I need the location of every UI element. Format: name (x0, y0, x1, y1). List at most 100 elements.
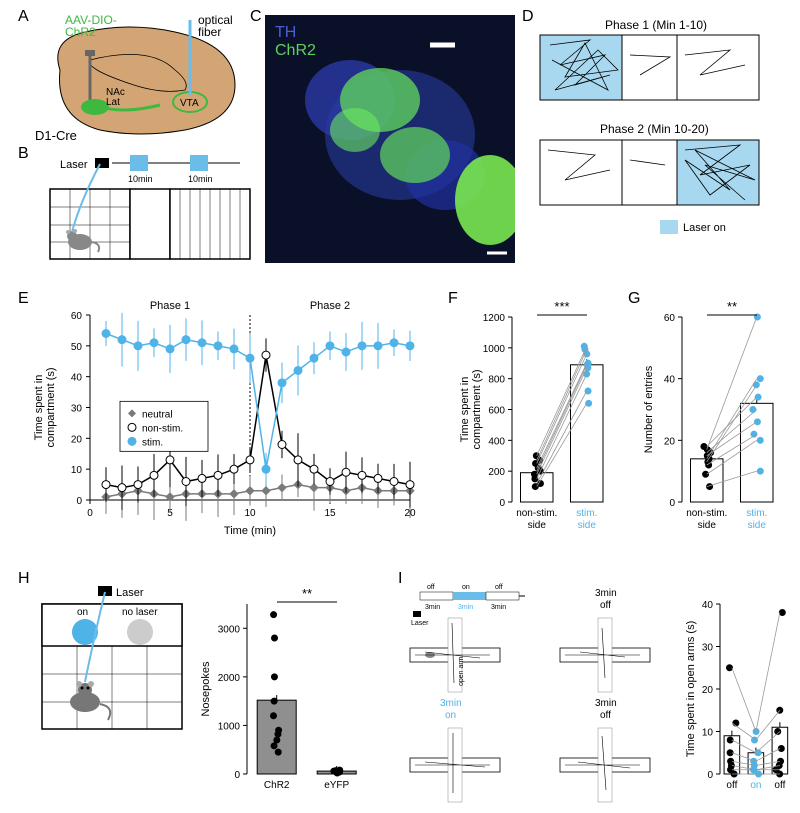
panel-h-diagram: Laser on no laser (30, 582, 190, 807)
svg-text:10min: 10min (188, 174, 213, 184)
svg-text:Laser: Laser (60, 159, 88, 171)
svg-text:off: off (600, 600, 611, 611)
svg-text:Nosepokes: Nosepokes (200, 661, 212, 717)
svg-text:side: side (578, 520, 597, 531)
svg-text:600: 600 (488, 406, 505, 417)
panel-d-tracks: Phase 1 (Min 1-10) Phase 2 (Min 10-20) L… (530, 15, 790, 275)
svg-text:ChR2: ChR2 (65, 25, 96, 39)
svg-text:2000: 2000 (218, 673, 241, 684)
svg-text:non-stim.: non-stim. (686, 508, 727, 519)
svg-text:Time spent incompartment (s): Time spent incompartment (s) (460, 369, 483, 449)
svg-text:VTA: VTA (180, 98, 199, 109)
panel-i-chart: 010203040offonoffTime spent in open arms… (680, 582, 800, 807)
svg-text:fiber: fiber (198, 25, 221, 39)
svg-text:3min: 3min (595, 698, 617, 709)
svg-text:Time spent in open arms (s): Time spent in open arms (s) (685, 621, 697, 758)
svg-text:30: 30 (702, 643, 714, 654)
svg-text:ChR2: ChR2 (264, 780, 290, 791)
svg-text:20: 20 (702, 685, 714, 696)
svg-text:20: 20 (664, 436, 676, 447)
svg-text:200: 200 (488, 467, 505, 478)
svg-text:eYFP: eYFP (324, 780, 349, 791)
svg-text:10min: 10min (128, 174, 153, 184)
panel-e-chart: 010203040506005101520Time spent incompar… (30, 295, 430, 555)
panel-f-chart: 020040060080010001200non-stim.sidestim.s… (460, 295, 630, 555)
svg-text:on: on (77, 607, 88, 618)
svg-text:1000: 1000 (218, 721, 241, 732)
svg-text:800: 800 (488, 375, 505, 386)
svg-text:stim.: stim. (576, 508, 597, 519)
svg-text:side: side (748, 520, 767, 531)
svg-text:400: 400 (488, 436, 505, 447)
panel-i-diagram: off on off 3min 3min 3min Laser open arm… (405, 578, 685, 803)
svg-text:3min: 3min (440, 698, 462, 709)
svg-text:0: 0 (87, 508, 93, 519)
svg-text:Laser: Laser (116, 587, 144, 599)
svg-text:**: ** (727, 299, 737, 314)
svg-text:TH: TH (275, 24, 296, 41)
svg-text:3000: 3000 (218, 624, 241, 635)
svg-text:no laser: no laser (122, 607, 158, 618)
svg-text:3min: 3min (595, 588, 617, 599)
panel-label-f: F (448, 290, 458, 308)
svg-text:neutral: neutral (142, 409, 173, 420)
svg-text:open arm: open arm (458, 656, 465, 686)
svg-text:Phase1: Phase1 (125, 152, 159, 155)
svg-text:0: 0 (234, 770, 240, 781)
panel-label-e: E (18, 290, 29, 308)
panel-h-chart: 0 1000 2000 3000 ChR2 eYFP ** Nosepokes (195, 582, 395, 807)
panel-label-i: I (398, 570, 402, 588)
svg-text:10: 10 (244, 508, 256, 519)
svg-text:60: 60 (71, 311, 83, 322)
svg-text:Time spent incompartment (s): Time spent incompartment (s) (33, 367, 57, 447)
svg-text:off: off (495, 584, 503, 591)
svg-text:10: 10 (702, 728, 714, 739)
svg-text:D1-Cre: D1-Cre (35, 128, 77, 143)
svg-text:10: 10 (71, 465, 83, 476)
svg-text:on: on (445, 710, 456, 721)
svg-text:Phase 2: Phase 2 (310, 300, 350, 312)
svg-text:3min: 3min (458, 604, 473, 611)
svg-text:0: 0 (76, 496, 82, 507)
svg-text:0: 0 (669, 498, 675, 509)
panel-a-diagram: AAV-DIO- ChR2 optical fiber NAc Lat VTA … (30, 10, 260, 145)
panel-c-image: TH ChR2 (265, 15, 515, 265)
svg-text:Time (min): Time (min) (224, 525, 276, 537)
svg-text:off: off (726, 780, 737, 791)
svg-text:40: 40 (702, 600, 714, 611)
panel-g-chart: 0204060non-stim.sidestim.side**Number of… (638, 295, 798, 555)
svg-text:40: 40 (664, 375, 676, 386)
svg-text:3min: 3min (425, 604, 440, 611)
svg-text:non-stim.: non-stim. (142, 423, 183, 434)
panel-b-diagram: Laser Phase1 Phase2 10min 10min (30, 152, 260, 272)
svg-text:off: off (600, 710, 611, 721)
svg-text:stim.: stim. (142, 437, 163, 448)
svg-text:60: 60 (664, 313, 676, 324)
svg-text:30: 30 (71, 404, 83, 415)
svg-text:40: 40 (71, 373, 83, 384)
svg-text:side: side (698, 520, 717, 531)
svg-text:**: ** (302, 586, 312, 601)
svg-text:1200: 1200 (483, 313, 506, 324)
svg-text:Phase2: Phase2 (185, 152, 219, 155)
svg-text:off: off (427, 584, 435, 591)
svg-text:15: 15 (324, 508, 336, 519)
svg-text:ChR2: ChR2 (275, 42, 316, 59)
svg-text:Number of entries: Number of entries (643, 365, 655, 453)
svg-text:3min: 3min (491, 604, 506, 611)
svg-text:Laser: Laser (411, 620, 429, 627)
svg-text:***: *** (554, 299, 569, 314)
svg-text:20: 20 (71, 434, 83, 445)
svg-text:0: 0 (707, 770, 713, 781)
svg-text:non-stim.: non-stim. (516, 508, 557, 519)
svg-text:side: side (528, 520, 547, 531)
svg-text:0: 0 (499, 498, 505, 509)
svg-text:off: off (774, 780, 785, 791)
panel-label-h: H (18, 570, 30, 588)
svg-text:1000: 1000 (483, 344, 506, 355)
panel-label-a: A (18, 8, 29, 26)
svg-text:Lat: Lat (106, 97, 120, 108)
svg-text:on: on (462, 584, 470, 591)
svg-text:stim.: stim. (746, 508, 767, 519)
svg-text:50: 50 (71, 342, 83, 353)
